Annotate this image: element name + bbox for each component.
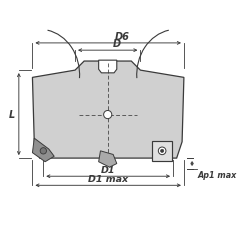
Circle shape — [158, 147, 166, 155]
Text: D6: D6 — [115, 32, 130, 42]
Text: D1: D1 — [101, 166, 115, 175]
Polygon shape — [99, 151, 117, 167]
Text: Ap1 max: Ap1 max — [198, 171, 237, 180]
Polygon shape — [32, 61, 184, 158]
Circle shape — [40, 148, 47, 154]
Text: D1 max: D1 max — [88, 175, 128, 184]
Text: L: L — [9, 109, 15, 120]
Circle shape — [161, 149, 164, 152]
Circle shape — [104, 110, 112, 119]
Polygon shape — [32, 138, 54, 162]
Polygon shape — [99, 60, 117, 73]
Text: D: D — [113, 39, 121, 49]
Polygon shape — [152, 141, 172, 161]
